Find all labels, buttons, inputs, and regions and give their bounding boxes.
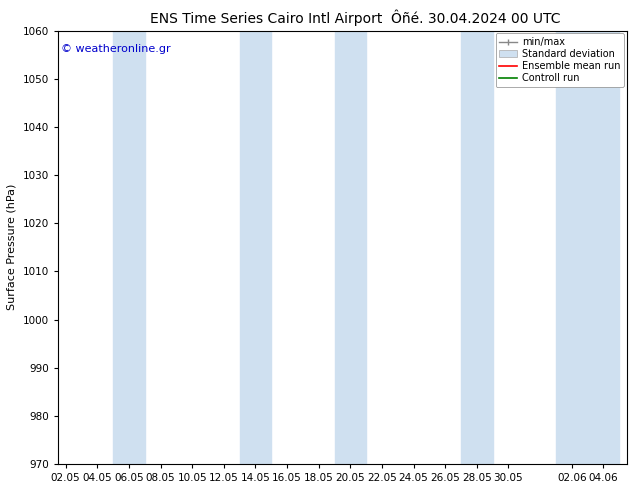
Bar xyxy=(335,30,366,464)
Text: Ôñé. 30.04.2024 00 UTC: Ôñé. 30.04.2024 00 UTC xyxy=(391,12,560,26)
Text: ENS Time Series Cairo Intl Airport: ENS Time Series Cairo Intl Airport xyxy=(150,12,382,26)
Y-axis label: Surface Pressure (hPa): Surface Pressure (hPa) xyxy=(7,184,17,311)
Bar xyxy=(556,30,619,464)
Bar xyxy=(113,30,145,464)
Legend: min/max, Standard deviation, Ensemble mean run, Controll run: min/max, Standard deviation, Ensemble me… xyxy=(496,33,624,87)
Bar xyxy=(461,30,493,464)
Bar xyxy=(240,30,271,464)
Text: © weatheronline.gr: © weatheronline.gr xyxy=(61,44,171,53)
